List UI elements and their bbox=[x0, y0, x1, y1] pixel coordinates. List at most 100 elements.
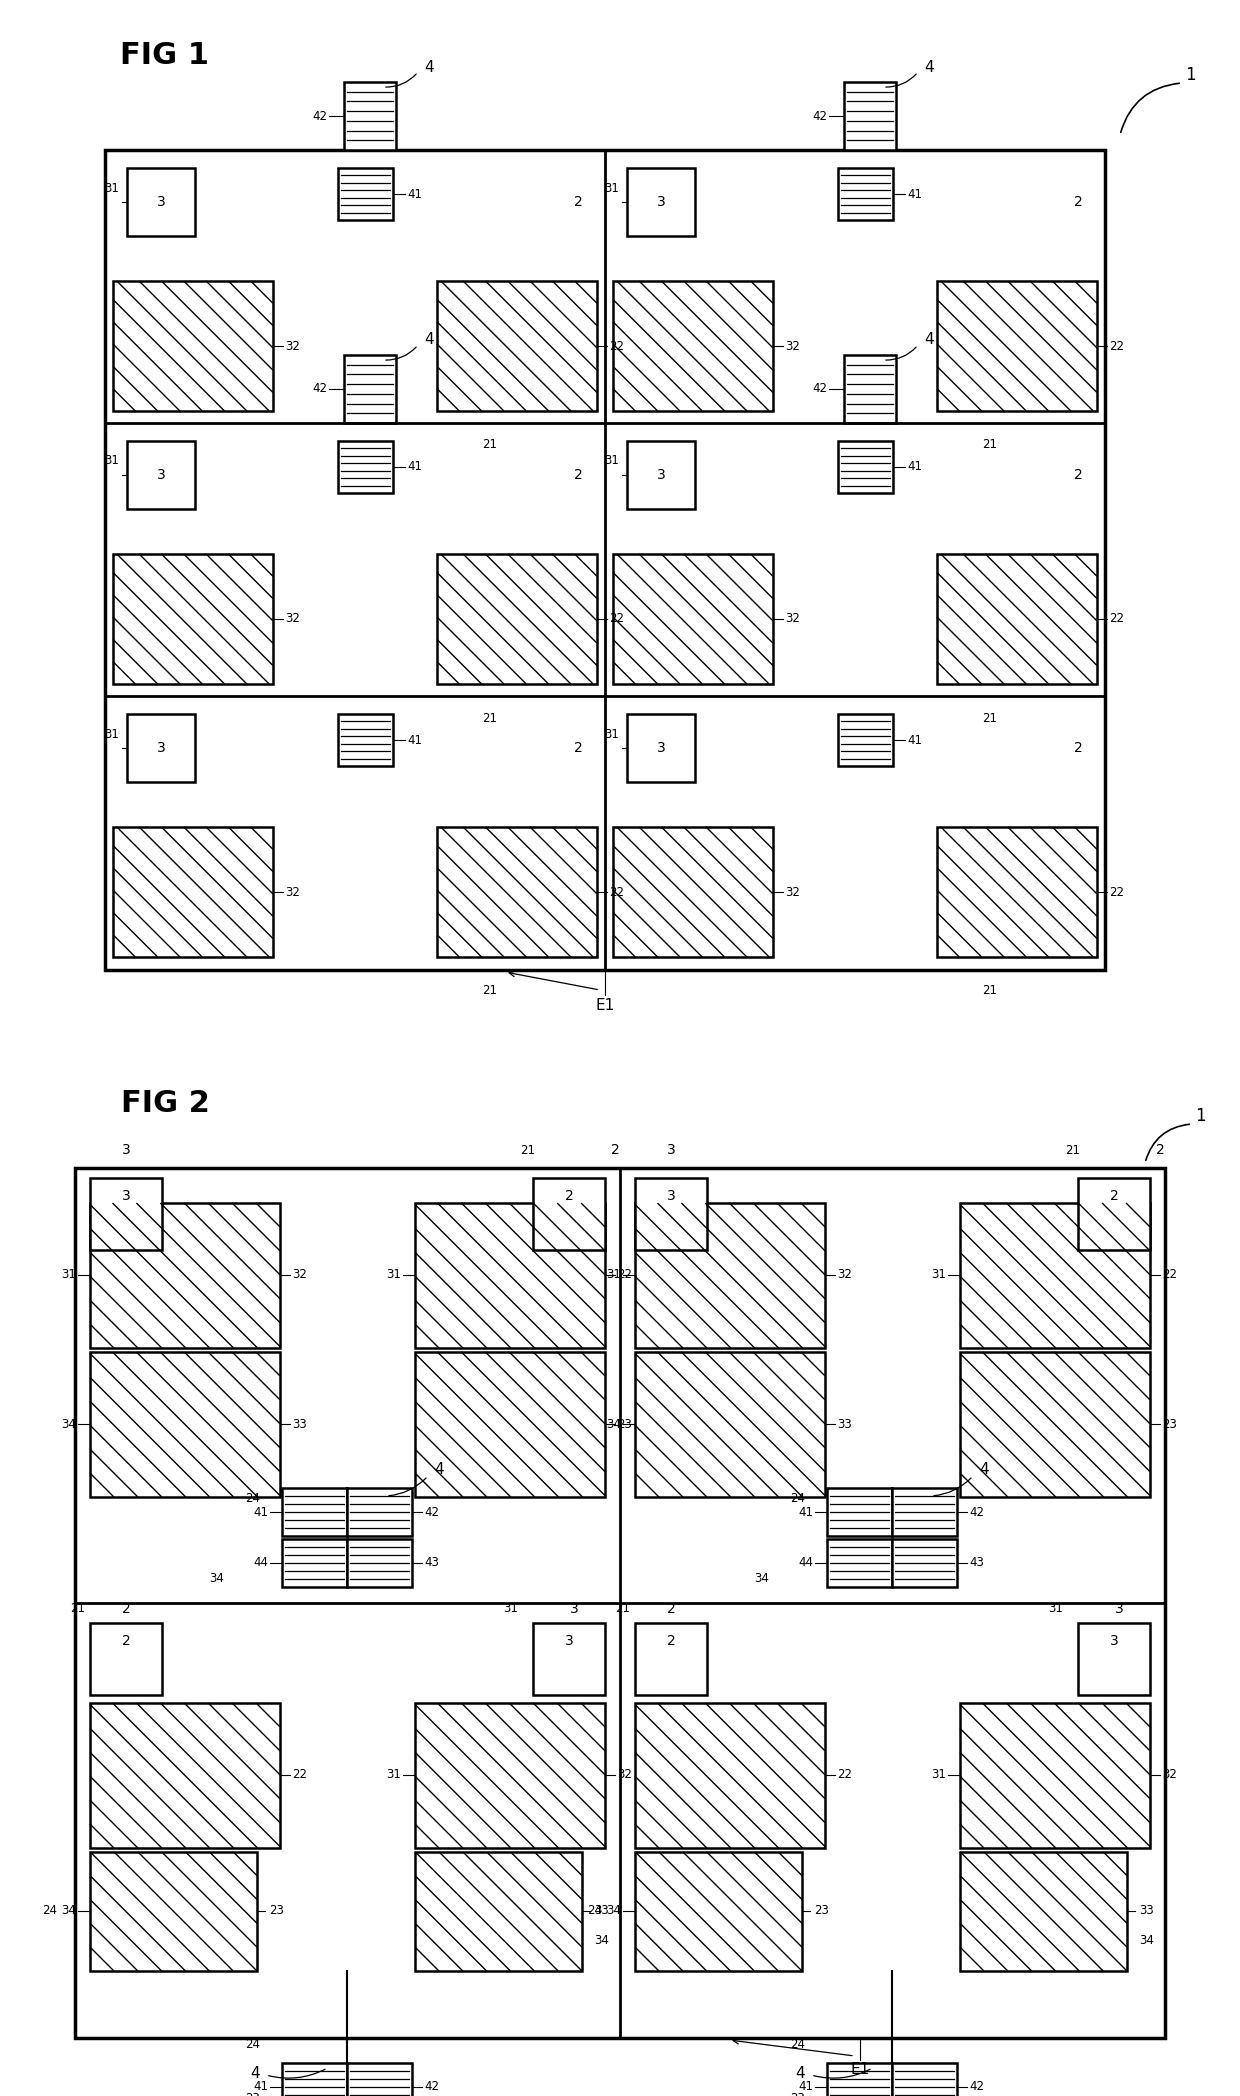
Text: 2: 2 bbox=[667, 1635, 676, 1647]
Bar bbox=[613, 553, 773, 683]
Text: 32: 32 bbox=[285, 612, 300, 625]
Text: 32: 32 bbox=[285, 885, 300, 899]
Bar bbox=[627, 168, 694, 237]
Bar bbox=[415, 1702, 605, 1849]
Bar bbox=[627, 715, 694, 782]
Bar bbox=[635, 1853, 802, 1970]
Text: 41: 41 bbox=[799, 1505, 813, 1518]
Text: 4: 4 bbox=[924, 59, 934, 75]
Bar bbox=[960, 1203, 1149, 1348]
Bar bbox=[635, 1702, 825, 1849]
Text: 2: 2 bbox=[1110, 1188, 1118, 1203]
Text: 21: 21 bbox=[482, 438, 497, 451]
Text: 31: 31 bbox=[606, 1268, 621, 1281]
Text: 32: 32 bbox=[291, 1268, 306, 1281]
Text: 4: 4 bbox=[250, 2065, 260, 2081]
Bar bbox=[91, 1178, 162, 1249]
Bar bbox=[126, 715, 195, 782]
Text: 32: 32 bbox=[785, 340, 800, 352]
Text: 31: 31 bbox=[61, 1268, 76, 1281]
Bar bbox=[627, 440, 694, 509]
Text: 3: 3 bbox=[156, 195, 165, 210]
Text: 21: 21 bbox=[982, 438, 997, 451]
Text: 42: 42 bbox=[968, 2081, 985, 2094]
Bar bbox=[960, 1702, 1149, 1849]
Bar bbox=[838, 715, 893, 765]
Text: 21: 21 bbox=[1065, 1144, 1080, 1157]
Bar bbox=[844, 354, 897, 423]
Text: 31: 31 bbox=[604, 455, 619, 467]
Text: 2: 2 bbox=[1074, 467, 1083, 482]
Text: 31: 31 bbox=[104, 182, 119, 195]
Text: 33: 33 bbox=[291, 1417, 306, 1429]
Text: 34: 34 bbox=[606, 1417, 621, 1429]
Text: 3: 3 bbox=[657, 742, 666, 755]
Bar bbox=[533, 1622, 605, 1696]
Text: 32: 32 bbox=[785, 885, 800, 899]
Text: 32: 32 bbox=[1162, 1769, 1177, 1782]
Bar bbox=[937, 828, 1097, 958]
Text: 43: 43 bbox=[424, 1557, 439, 1570]
Text: 42: 42 bbox=[812, 109, 827, 122]
Text: 34: 34 bbox=[61, 1417, 76, 1429]
Bar bbox=[281, 2062, 347, 2096]
Text: 41: 41 bbox=[253, 1505, 268, 1518]
Text: 2: 2 bbox=[574, 742, 583, 755]
Bar bbox=[635, 1622, 707, 1696]
Text: 22: 22 bbox=[291, 1769, 308, 1782]
Text: 42: 42 bbox=[424, 1505, 439, 1518]
Text: 34: 34 bbox=[1140, 1935, 1154, 1947]
Text: 22: 22 bbox=[1109, 340, 1123, 352]
Bar bbox=[838, 440, 893, 493]
Bar bbox=[827, 1538, 892, 1587]
Bar bbox=[281, 1488, 347, 1536]
Bar bbox=[960, 1352, 1149, 1497]
Text: 31: 31 bbox=[104, 455, 119, 467]
Bar bbox=[844, 82, 897, 151]
Text: 3: 3 bbox=[122, 1188, 130, 1203]
Text: 24: 24 bbox=[42, 1905, 57, 1918]
Bar bbox=[960, 1853, 1127, 1970]
Text: 31: 31 bbox=[604, 727, 619, 740]
Text: 4: 4 bbox=[424, 59, 434, 75]
Text: 1: 1 bbox=[1184, 65, 1195, 84]
Text: FIG 2: FIG 2 bbox=[120, 1088, 210, 1117]
Text: 22: 22 bbox=[837, 1769, 852, 1782]
Text: 31: 31 bbox=[386, 1769, 401, 1782]
Bar bbox=[613, 828, 773, 958]
Bar bbox=[113, 553, 273, 683]
Text: 3: 3 bbox=[657, 195, 666, 210]
Bar bbox=[105, 151, 1105, 970]
Text: 24: 24 bbox=[587, 1905, 601, 1918]
Bar bbox=[339, 440, 393, 493]
Text: 32: 32 bbox=[618, 1769, 632, 1782]
Text: 31: 31 bbox=[931, 1268, 946, 1281]
Text: 3: 3 bbox=[1110, 1635, 1118, 1647]
Text: E1: E1 bbox=[595, 998, 615, 1012]
Text: 3: 3 bbox=[667, 1142, 676, 1157]
Text: 3: 3 bbox=[569, 1601, 578, 1616]
Text: 23: 23 bbox=[1162, 1417, 1177, 1429]
Bar bbox=[1078, 1622, 1149, 1696]
Bar bbox=[347, 1538, 412, 1587]
Text: 2: 2 bbox=[667, 1601, 676, 1616]
Bar bbox=[339, 715, 393, 765]
Bar bbox=[113, 281, 273, 411]
Text: 42: 42 bbox=[968, 1505, 985, 1518]
Bar bbox=[937, 553, 1097, 683]
Bar bbox=[347, 2062, 412, 2096]
Bar bbox=[343, 354, 396, 423]
Text: 3: 3 bbox=[122, 1142, 130, 1157]
Text: 2: 2 bbox=[574, 467, 583, 482]
Text: 23: 23 bbox=[618, 1417, 632, 1429]
Bar bbox=[635, 1203, 825, 1348]
Text: 41: 41 bbox=[799, 2081, 813, 2094]
Bar bbox=[113, 828, 273, 958]
Bar bbox=[415, 1203, 605, 1348]
Text: 21: 21 bbox=[982, 985, 997, 998]
Bar bbox=[635, 1352, 825, 1497]
Bar bbox=[281, 1538, 347, 1587]
Bar bbox=[892, 2062, 957, 2096]
Text: 2: 2 bbox=[1074, 742, 1083, 755]
Bar bbox=[91, 1702, 280, 1849]
